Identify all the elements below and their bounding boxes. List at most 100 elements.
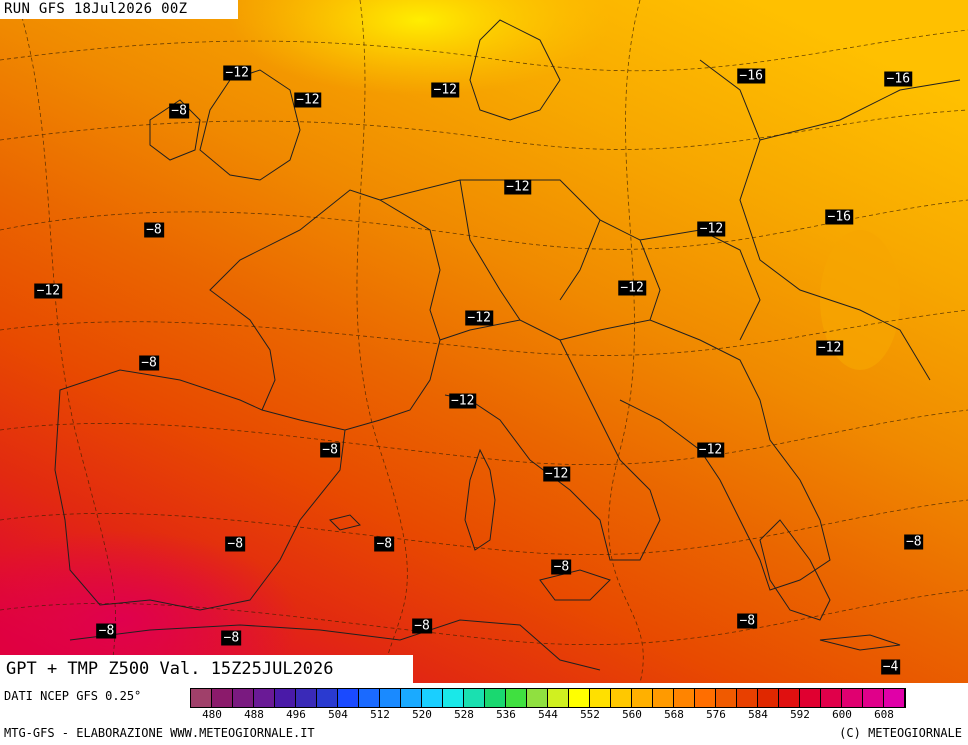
color-scale-cell [254, 689, 275, 707]
eastern-borders [699, 59, 961, 381]
color-scale-tick: 608 [874, 708, 894, 721]
temperature-label: −8 [221, 630, 242, 646]
color-scale-tick: 504 [328, 708, 348, 721]
iberia-outline [54, 369, 346, 611]
color-scale-cell [296, 689, 317, 707]
color-scale-cell [842, 689, 863, 707]
color-scale-tick: 536 [496, 708, 516, 721]
temperature-label: −12 [431, 82, 460, 98]
color-scale-tick: 568 [664, 708, 684, 721]
color-scale-cell [443, 689, 464, 707]
temperature-label: −12 [465, 310, 493, 326]
color-scale-cell [506, 689, 527, 707]
crete [819, 634, 901, 651]
color-scale-cell [527, 689, 548, 707]
temperature-label: −8 [374, 536, 395, 552]
color-scale-tick: 496 [286, 708, 306, 721]
color-scale-cell [800, 689, 821, 707]
color-scale-tick: 600 [832, 708, 852, 721]
color-scale-cell [464, 689, 485, 707]
temperature-label: −8 [737, 613, 758, 629]
color-scale-cell [716, 689, 737, 707]
data-source-label: DATI NCEP GFS 0.25° [4, 689, 142, 703]
denmark-scandinavia-outline [469, 19, 561, 121]
credit-left: MTG-GFS - ELABORAZIONE WWW.METEOGIORNALE… [4, 726, 315, 740]
color-scale-cell [884, 689, 905, 707]
color-scale-cell [380, 689, 401, 707]
color-scale-tick: 480 [202, 708, 222, 721]
color-scale-tick: 584 [748, 708, 768, 721]
color-scale-bar [190, 688, 906, 708]
color-scale-cell [632, 689, 653, 707]
credit-right: (C) METEOGIORNALE [839, 726, 962, 740]
temperature-label: −12 [448, 393, 477, 409]
coastlines-borders [54, 19, 961, 671]
temperature-label: −8 [169, 103, 189, 119]
balkans-outline [559, 319, 831, 591]
north-africa-coast [69, 619, 601, 671]
color-scale-tick: 528 [454, 708, 474, 721]
color-scale-tick: 544 [538, 708, 558, 721]
color-scale-tick: 520 [412, 708, 432, 721]
geopotential-isolines [0, 0, 968, 683]
color-scale-cell [779, 689, 800, 707]
weather-map [0, 0, 968, 683]
temperature-label: −8 [96, 623, 117, 639]
warm-core-east [820, 230, 900, 370]
color-scale-cell [737, 689, 758, 707]
color-scale-cell [212, 689, 233, 707]
temperature-label: −12 [504, 179, 532, 195]
sicily [539, 569, 611, 601]
temperature-label: −12 [542, 466, 571, 482]
temperature-label: −8 [225, 536, 246, 552]
temperature-label: −12 [223, 65, 251, 81]
balearics [329, 514, 361, 531]
color-scale-cell [338, 689, 359, 707]
temperature-label: −16 [737, 68, 765, 84]
warm-core-north [230, 0, 610, 95]
greece-outline [759, 519, 831, 621]
temperature-label: −12 [294, 92, 322, 108]
color-scale-cell [590, 689, 611, 707]
color-scale-cell [863, 689, 884, 707]
italy-outline [439, 319, 661, 561]
color-scale-tick: 512 [370, 708, 390, 721]
color-scale-tick: 592 [790, 708, 810, 721]
color-scale-cell [485, 689, 506, 707]
color-scale-cell [569, 689, 590, 707]
color-scale-cell [275, 689, 296, 707]
ireland-outline [149, 99, 201, 161]
color-scale-cell [233, 689, 254, 707]
run-label: RUN GFS 18Jul2026 00Z [0, 0, 238, 19]
temperature-label: −8 [320, 442, 340, 458]
color-scale-cell [653, 689, 674, 707]
temperature-label: −8 [412, 618, 432, 634]
color-scale-tick: 552 [580, 708, 600, 721]
color-scale-cell [821, 689, 842, 707]
color-scale-tick: 576 [706, 708, 726, 721]
temperature-label: −8 [551, 559, 572, 575]
color-scale-tick: 560 [622, 708, 642, 721]
color-scale-cell [611, 689, 632, 707]
temperature-label: −8 [903, 534, 924, 550]
temperature-label: −16 [825, 209, 853, 224]
britain-outline [199, 69, 301, 181]
color-scale-cell [317, 689, 338, 707]
central-europe-borders [379, 179, 761, 341]
color-scale-cell [758, 689, 779, 707]
temperature-label: −12 [815, 340, 844, 356]
color-scale-cell [548, 689, 569, 707]
color-scale-cell [422, 689, 443, 707]
color-scale-cell [674, 689, 695, 707]
temperature-label: −12 [697, 221, 726, 237]
valid-time-label: GPT + TMP Z500 Val. 15Z25JUL2026 [0, 655, 413, 683]
temperature-label: −12 [34, 283, 63, 299]
temperature-label: −16 [884, 71, 913, 87]
corsica-sardinia [464, 448, 496, 551]
temperature-label: −8 [144, 222, 164, 238]
color-scale-cell [401, 689, 422, 707]
temperature-label: −4 [880, 659, 901, 675]
color-scale-cell [695, 689, 716, 707]
color-scale-tick: 488 [244, 708, 264, 721]
temperature-label: −12 [618, 280, 646, 296]
